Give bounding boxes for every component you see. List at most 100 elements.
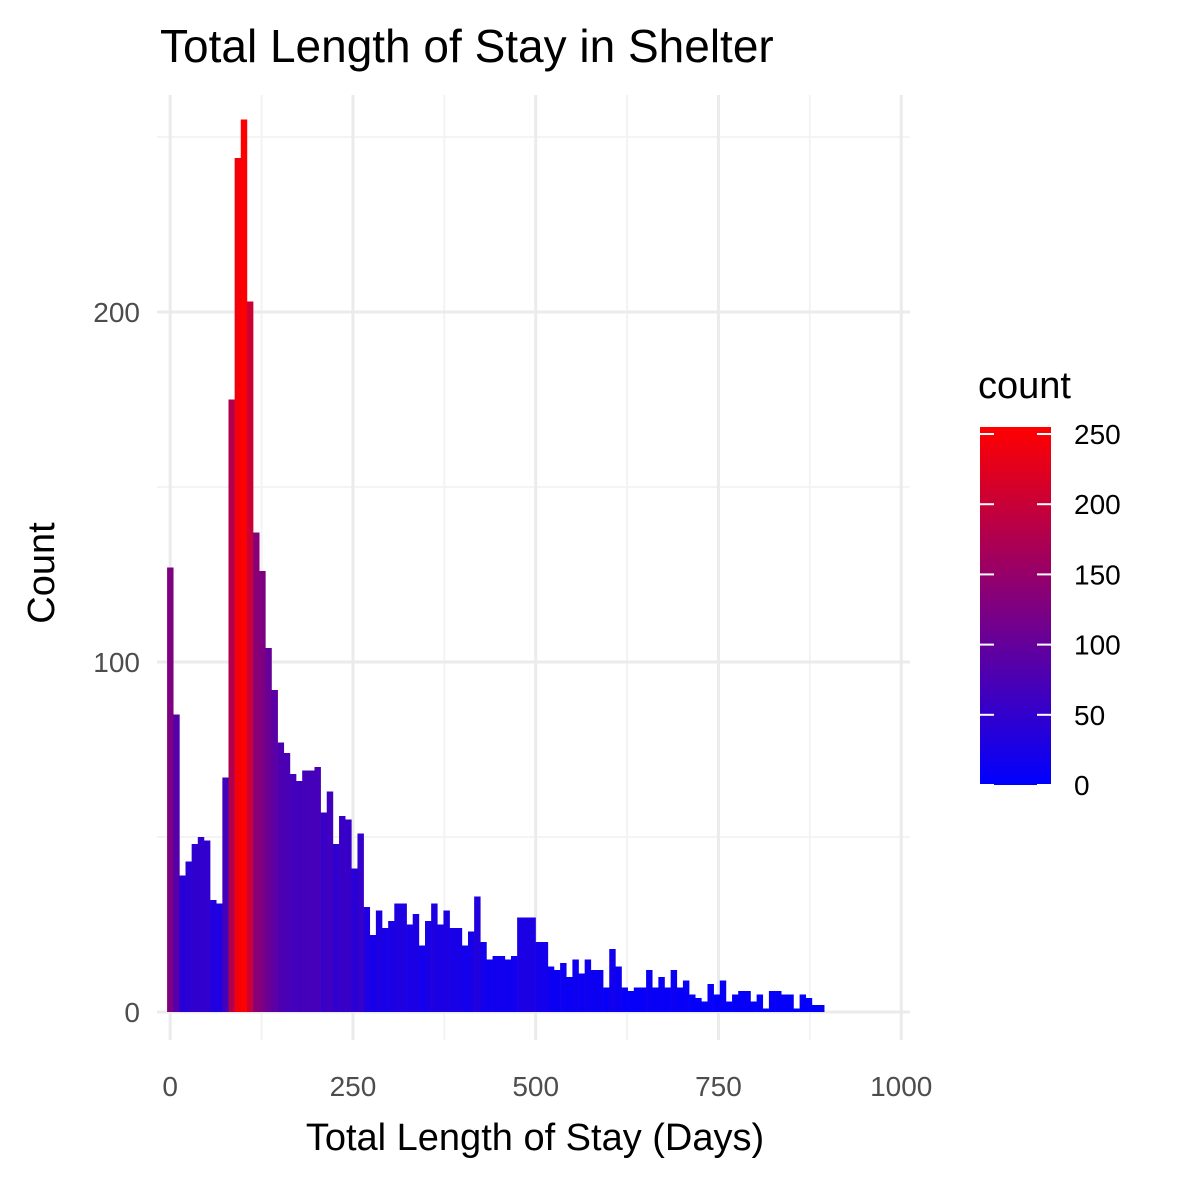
histogram-bar [768, 991, 776, 1012]
histogram-bar [228, 399, 235, 1012]
histogram-bar [271, 690, 278, 1012]
histogram-bar [695, 998, 702, 1012]
histogram-bar [277, 742, 285, 1012]
histogram-bar [535, 942, 542, 1012]
histogram-bar [682, 980, 690, 1012]
histogram-bar [296, 781, 303, 1012]
chart-title: Total Length of Stay in Shelter [160, 20, 774, 72]
histogram-bar [664, 987, 671, 1012]
histogram-bar [253, 532, 260, 1012]
histogram-bar [627, 991, 635, 1012]
histogram-bar [793, 1008, 800, 1012]
histogram-bar [707, 984, 714, 1012]
legend-label: 100 [1074, 630, 1121, 661]
histogram-bar [498, 956, 506, 1012]
x-axis-ticks: 0 250 500 750 1000 [162, 1071, 932, 1102]
histogram-bar [584, 959, 592, 1012]
histogram-bar [283, 753, 291, 1012]
legend-title: count [978, 365, 1071, 407]
histogram-bar [259, 571, 266, 1012]
histogram-bar [394, 903, 401, 1012]
histogram-bar [762, 1008, 770, 1012]
histogram-bar [412, 914, 420, 1012]
histogram-bars [167, 119, 825, 1012]
histogram-bar [216, 903, 223, 1012]
histogram-bar [345, 819, 352, 1012]
histogram-bar [646, 970, 653, 1012]
histogram-bar [173, 714, 180, 1012]
histogram-bar [179, 875, 186, 1012]
histogram-bar [332, 844, 340, 1012]
histogram-bar [339, 816, 346, 1012]
x-tick-label: 750 [695, 1071, 742, 1102]
histogram-bar [418, 945, 426, 1012]
histogram-bar [197, 837, 205, 1012]
histogram-bar [658, 977, 665, 1012]
histogram-bar [400, 903, 407, 1012]
histogram-bar [510, 956, 518, 1012]
histogram-bar [560, 963, 567, 1012]
histogram-bar [234, 158, 242, 1012]
y-axis-ticks: 0 100 200 [93, 297, 140, 1028]
histogram-bar [799, 994, 807, 1012]
histogram-bar [265, 648, 272, 1012]
histogram-bar [467, 931, 475, 1012]
histogram-bar [787, 994, 794, 1012]
x-tick-label: 0 [162, 1071, 178, 1102]
histogram-bar [633, 987, 641, 1012]
y-tick-label: 200 [93, 297, 140, 328]
histogram-bar [639, 987, 647, 1012]
histogram-bar [517, 917, 524, 1012]
histogram-bar [744, 991, 751, 1012]
histogram-bar [363, 907, 371, 1012]
histogram-bar [492, 956, 500, 1012]
legend-label: 250 [1074, 419, 1121, 450]
histogram-bar [191, 844, 199, 1012]
histogram-bar [621, 987, 628, 1012]
histogram-bar [523, 917, 530, 1012]
histogram-bar [314, 767, 321, 1012]
histogram-bar [701, 1001, 708, 1012]
histogram-bar [781, 994, 788, 1012]
histogram-bar [185, 861, 192, 1012]
histogram-bar [578, 973, 585, 1012]
histogram-bar [443, 910, 450, 1012]
histogram-bar [302, 770, 309, 1012]
color-legend: count 0 50 100 150 200 250 [978, 365, 1121, 801]
histogram-bar [425, 921, 432, 1012]
histogram-bar [547, 966, 555, 1012]
histogram-bar [504, 959, 512, 1012]
histogram-bar [775, 991, 782, 1012]
histogram-bar [210, 900, 217, 1012]
histogram-bar [246, 301, 254, 1012]
histogram-bar [725, 1001, 733, 1012]
histogram-bar [289, 774, 297, 1012]
y-tick-label: 100 [93, 647, 140, 678]
histogram-bar [369, 935, 377, 1012]
histogram-bar [609, 949, 616, 1012]
histogram-bar [480, 942, 487, 1012]
histogram-bar [732, 994, 739, 1012]
histogram-bar [357, 833, 364, 1012]
histogram-bar [750, 1001, 757, 1012]
histogram-bar [455, 928, 463, 1012]
histogram-bar [431, 903, 438, 1012]
histogram-bar [461, 945, 469, 1012]
x-tick-label: 1000 [870, 1071, 932, 1102]
histogram-bar [326, 791, 334, 1012]
histogram-bar [553, 970, 561, 1012]
histogram-bar [541, 942, 549, 1012]
histogram-bar [240, 119, 248, 1012]
histogram-bar [449, 928, 457, 1012]
histogram-bar [652, 987, 659, 1012]
legend-color-bar [980, 427, 1051, 785]
histogram-bar [529, 917, 536, 1012]
histogram-bar [375, 910, 383, 1012]
histogram-bar [818, 1005, 825, 1012]
histogram-bar [689, 994, 696, 1012]
legend-label: 0 [1074, 770, 1090, 801]
x-axis-title: Total Length of Stay (Days) [306, 1117, 764, 1159]
legend-label: 50 [1074, 700, 1105, 731]
histogram-bar [474, 896, 481, 1012]
